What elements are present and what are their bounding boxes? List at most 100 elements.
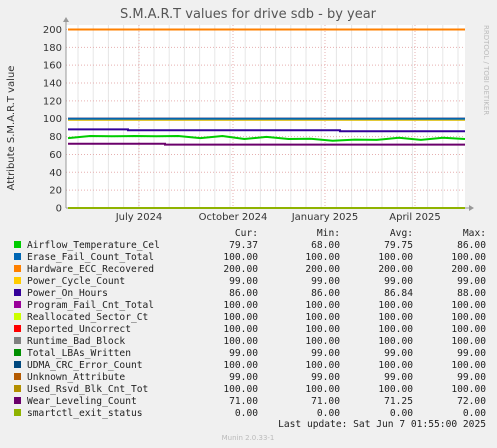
legend-header: Avg: bbox=[390, 228, 413, 239]
legend-avg-value: 100.00 bbox=[378, 336, 413, 347]
legend-swatch bbox=[14, 337, 21, 344]
legend-series-name: Reallocated_Sector_Ct bbox=[27, 312, 148, 323]
legend-avg-value: 100.00 bbox=[378, 252, 413, 263]
legend-cur-value: 100.00 bbox=[223, 300, 258, 311]
legend-cur-value: 100.00 bbox=[223, 360, 258, 371]
legend-max-value: 86.00 bbox=[457, 240, 486, 251]
x-tick-label: October 2024 bbox=[199, 212, 268, 223]
plot-background bbox=[66, 25, 465, 208]
y-tick-label: 180 bbox=[43, 43, 62, 54]
legend-max-value: 100.00 bbox=[451, 384, 486, 395]
y-tick-label: 160 bbox=[43, 61, 62, 72]
legend-series-name: smartctl_exit_status bbox=[27, 408, 143, 419]
legend-header: Cur: bbox=[235, 228, 258, 239]
series-line-airflow-temperature-cel bbox=[67, 134, 466, 142]
legend-min-value: 100.00 bbox=[305, 384, 340, 395]
legend-swatch bbox=[14, 265, 21, 272]
legend-swatch bbox=[14, 277, 21, 284]
legend-cur-value: 100.00 bbox=[223, 252, 258, 263]
legend-cur-value: 99.00 bbox=[229, 348, 258, 359]
legend-series-name: Reported_Uncorrect bbox=[27, 324, 131, 335]
legend-cur-value: 100.00 bbox=[223, 312, 258, 323]
y-tick-label: 0 bbox=[56, 204, 62, 215]
legend-swatch bbox=[14, 397, 21, 404]
y-tick-label: 140 bbox=[43, 79, 62, 90]
legend-series-name: Runtime_Bad_Block bbox=[27, 336, 125, 347]
legend-avg-value: 86.84 bbox=[384, 288, 413, 299]
legend: Cur: Min: Avg: Max: Airflow_Temperature_Cel 7… bbox=[14, 228, 486, 419]
legend-avg-value: 100.00 bbox=[378, 312, 413, 323]
legend-max-value: 88.00 bbox=[457, 288, 486, 299]
legend-cur-value: 86.00 bbox=[229, 288, 258, 299]
legend-series-name: Wear_Leveling_Count bbox=[27, 396, 137, 407]
legend-swatch bbox=[14, 301, 21, 308]
legend-avg-value: 71.25 bbox=[384, 396, 413, 407]
legend-series-name: Erase_Fail_Count_Total bbox=[27, 252, 154, 263]
chart-title: S.M.A.R.T values for drive sdb - by year bbox=[120, 7, 377, 22]
legend-swatch bbox=[14, 253, 21, 260]
legend-min-value: 68.00 bbox=[311, 240, 340, 251]
legend-swatch bbox=[14, 241, 21, 248]
legend-max-value: 99.00 bbox=[457, 372, 486, 383]
legend-cur-value: 71.00 bbox=[229, 396, 258, 407]
legend-avg-value: 0.00 bbox=[390, 408, 413, 419]
legend-avg-value: 100.00 bbox=[378, 300, 413, 311]
legend-max-value: 99.00 bbox=[457, 276, 486, 287]
legend-min-value: 0.00 bbox=[317, 408, 340, 419]
legend-avg-value: 99.00 bbox=[384, 348, 413, 359]
legend-min-value: 100.00 bbox=[305, 336, 340, 347]
legend-min-value: 99.00 bbox=[311, 276, 340, 287]
y-tick-label: 100 bbox=[43, 114, 62, 125]
legend-max-value: 100.00 bbox=[451, 312, 486, 323]
legend-swatch bbox=[14, 325, 21, 332]
x-tick-label: January 2025 bbox=[291, 212, 359, 223]
series-line-power-on-hours bbox=[68, 128, 465, 133]
legend-swatch bbox=[14, 409, 21, 416]
legend-avg-value: 200.00 bbox=[378, 264, 413, 275]
plot-area: 0 20 40 60 80 100 120 140 160 180 200 July 2024 Octo… bbox=[43, 17, 474, 223]
legend-cur-value: 99.00 bbox=[229, 276, 258, 287]
legend-cur-value: 200.00 bbox=[223, 264, 258, 275]
munin-footer: Munin 2.0.33-1 bbox=[222, 434, 275, 442]
legend-swatch bbox=[14, 361, 21, 368]
legend-swatch bbox=[14, 373, 21, 380]
y-tick-label: 120 bbox=[43, 96, 62, 107]
legend-avg-value: 100.00 bbox=[378, 384, 413, 395]
legend-cur-value: 0.00 bbox=[235, 408, 258, 419]
x-tick-label: July 2024 bbox=[115, 212, 163, 223]
y-axis-label: Attribute S.M.A.R.T value bbox=[6, 66, 17, 191]
legend-max-value: 100.00 bbox=[451, 336, 486, 347]
legend-series-name: Program_Fail_Cnt_Total bbox=[27, 300, 154, 311]
legend-swatch bbox=[14, 313, 21, 320]
legend-series-name: Hardware_ECC_Recovered bbox=[27, 264, 154, 275]
legend-min-value: 100.00 bbox=[305, 300, 340, 311]
series-line-wear-leveling-count bbox=[68, 142, 465, 146]
legend-swatch bbox=[14, 385, 21, 392]
legend-header: Max: bbox=[463, 228, 486, 239]
y-tick-label: 20 bbox=[49, 186, 62, 197]
last-update: Last update: Sat Jun 7 01:55:00 2025 bbox=[278, 419, 486, 430]
legend-series-name: Power_Cycle_Count bbox=[27, 276, 125, 287]
legend-min-value: 200.00 bbox=[305, 264, 340, 275]
legend-swatch bbox=[14, 289, 21, 296]
legend-avg-value: 99.00 bbox=[384, 276, 413, 287]
legend-cur-value: 100.00 bbox=[223, 324, 258, 335]
legend-min-value: 100.00 bbox=[305, 360, 340, 371]
legend-avg-value: 100.00 bbox=[378, 324, 413, 335]
legend-cur-value: 99.00 bbox=[229, 372, 258, 383]
legend-series-name: Unknown_Attribute bbox=[27, 372, 125, 383]
legend-series-name: UDMA_CRC_Error_Count bbox=[27, 360, 143, 371]
legend-max-value: 100.00 bbox=[451, 324, 486, 335]
y-tick-label: 200 bbox=[43, 25, 62, 36]
legend-min-value: 100.00 bbox=[305, 324, 340, 335]
y-tick-label: 60 bbox=[49, 150, 62, 161]
x-tick-label: April 2025 bbox=[389, 212, 440, 223]
rrdtool-side-label: RRDTOOL / TOBI OETIKER bbox=[482, 25, 490, 115]
legend-max-value: 0.00 bbox=[463, 408, 486, 419]
legend-cur-value: 79.37 bbox=[229, 240, 258, 251]
legend-min-value: 100.00 bbox=[305, 312, 340, 323]
y-tick-label: 40 bbox=[49, 168, 62, 179]
legend-avg-value: 79.75 bbox=[384, 240, 413, 251]
legend-series-name: Used_Rsvd_Blk_Cnt_Tot bbox=[27, 384, 148, 395]
